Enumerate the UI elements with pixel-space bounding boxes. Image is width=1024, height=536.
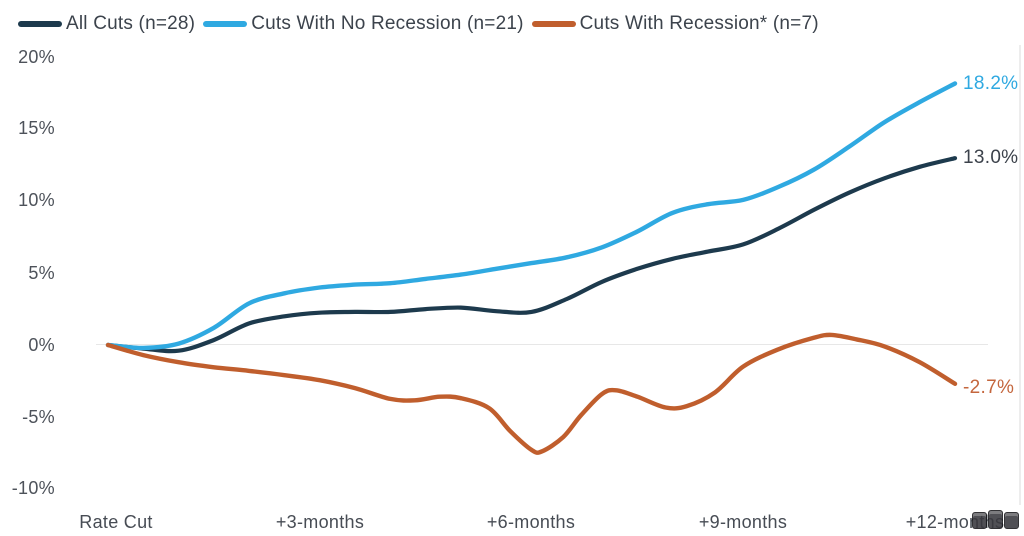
legend-swatch-all-cuts — [18, 21, 62, 27]
x-axis-tick-label: Rate Cut — [79, 512, 153, 532]
legend: All Cuts (n=28) Cuts With No Recession (… — [18, 10, 827, 38]
y-axis-tick-label: 0% — [28, 335, 55, 355]
plot-right-border — [1019, 45, 1021, 505]
end-label-recession: -2.7% — [963, 377, 1015, 398]
legend-item-no-recession: Cuts With No Recession (n=21) — [203, 13, 523, 35]
y-axis-tick-label: 10% — [18, 190, 55, 210]
legend-label-recession: Cuts With Recession* (n=7) — [579, 13, 819, 34]
watermark-block-icon — [972, 512, 987, 529]
watermark-logo — [972, 510, 1020, 529]
legend-label-no-recession: Cuts With No Recession (n=21) — [251, 13, 524, 34]
legend-swatch-no-recession — [203, 21, 248, 27]
series-path-recession — [105, 332, 958, 455]
series-path-all-cuts — [105, 156, 958, 354]
y-axis-tick-label: 20% — [18, 47, 55, 67]
y-axis-tick-label: -5% — [22, 407, 55, 427]
legend-swatch-recession — [531, 21, 576, 27]
watermark-block-icon — [988, 510, 1003, 529]
legend-item-recession: Cuts With Recession* (n=7) — [531, 13, 819, 35]
watermark-block-icon — [1004, 512, 1019, 529]
end-label-no-recession: 18.2% — [963, 73, 1019, 94]
y-axis-tick-label: -10% — [11, 478, 55, 498]
x-axis-tick-label: +9-months — [698, 512, 788, 532]
end-label-all-cuts: 13.0% — [963, 147, 1019, 168]
legend-item-all-cuts: All Cuts (n=28) — [18, 13, 195, 35]
y-axis-tick-label: 5% — [28, 263, 55, 283]
zero-gridline — [96, 344, 988, 345]
x-axis-tick-label: +6-months — [486, 512, 576, 532]
legend-label-all-cuts: All Cuts (n=28) — [66, 13, 196, 34]
series-path-no-recession — [105, 81, 958, 351]
y-axis-tick-label: 15% — [18, 118, 55, 138]
x-axis-tick-label: +3-months — [275, 512, 365, 532]
